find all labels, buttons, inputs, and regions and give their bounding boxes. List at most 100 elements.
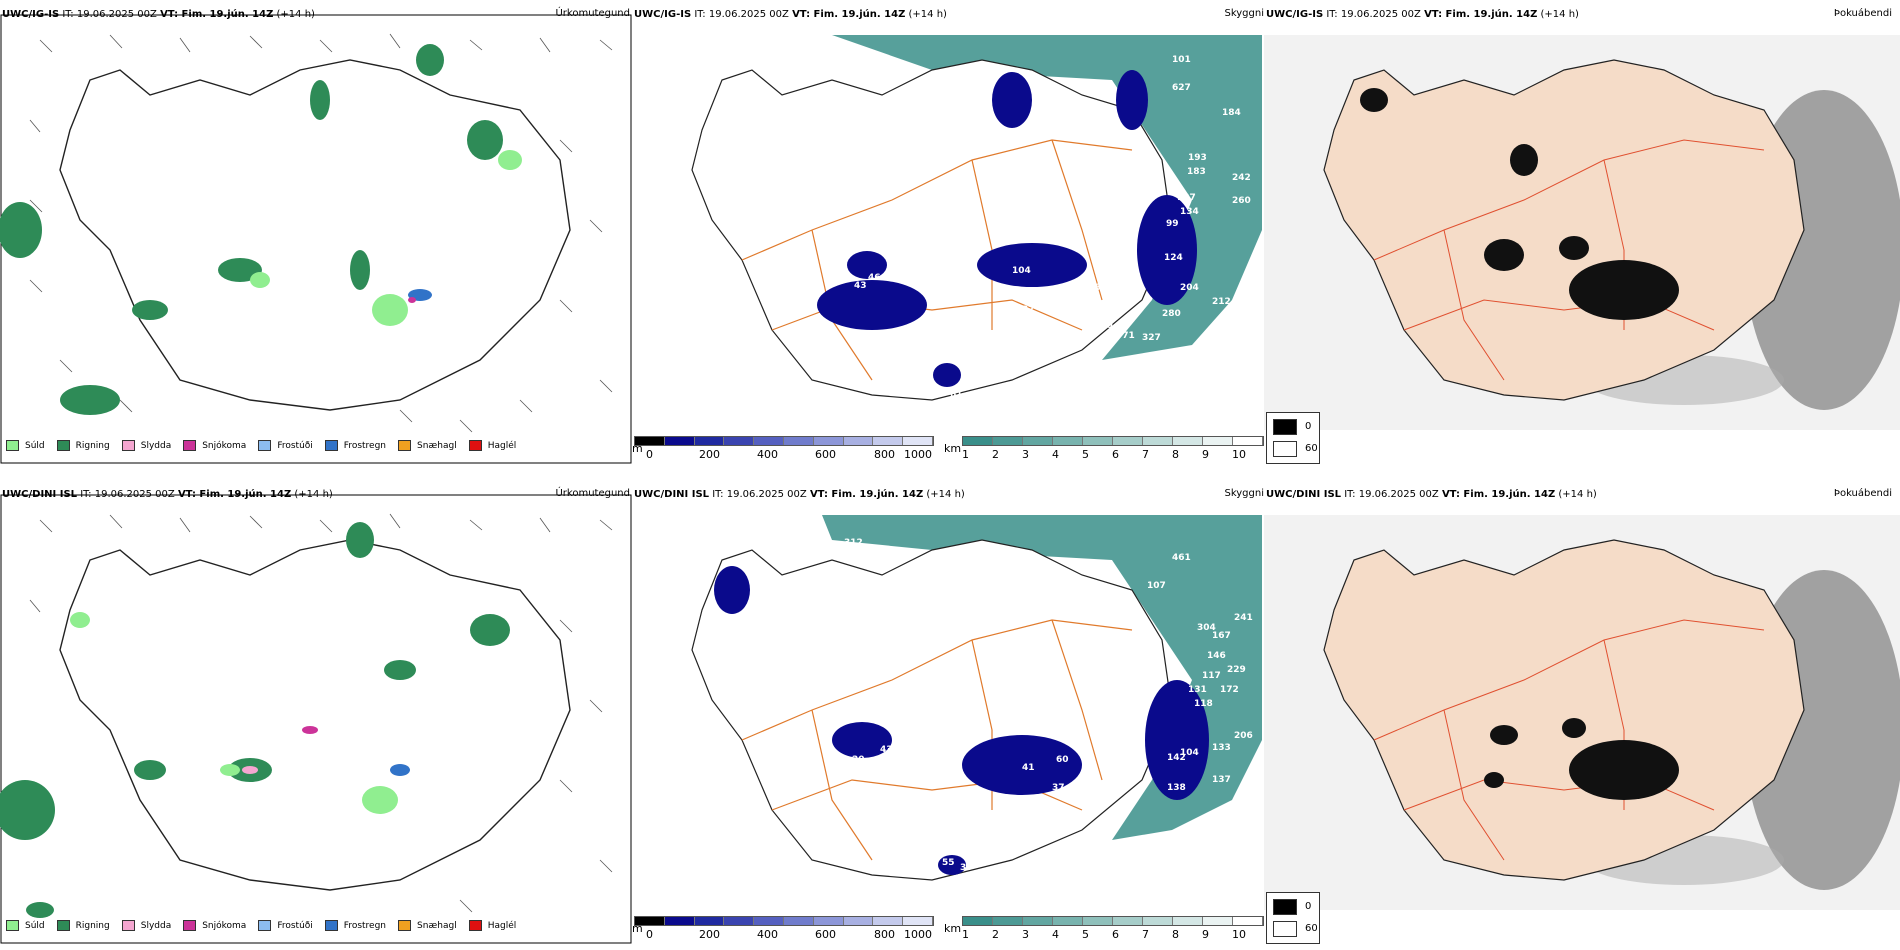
- cloud-header-row2: UWC/DINI ISL IT: 19.06.2025 00Z VT: Fim.…: [634, 489, 965, 500]
- precip-map-row1: [0, 14, 632, 464]
- visibility-unit-row1: km: [944, 442, 962, 455]
- fog-title-row2: Þokuábendi: [1833, 488, 1892, 499]
- cloud-base-colorbar-row1: 0 200 400 600 800 1000: [634, 436, 934, 461]
- svg-text:167: 167: [1212, 631, 1231, 641]
- svg-text:212: 212: [1212, 297, 1231, 307]
- svg-text:104: 104: [1012, 266, 1031, 276]
- cloud-panel-row2: 312 461 107 241 304 167 146 229 117 172 …: [632, 480, 1264, 950]
- fog-key-row2: 0 60: [1266, 892, 1320, 944]
- svg-text:133: 133: [1212, 743, 1231, 753]
- cloud-base-unit-row1: m: [632, 442, 643, 455]
- precip-header-row1: UWC/IG-IS IT: 19.06.2025 00Z VT: Fim. 19…: [2, 9, 315, 20]
- svg-text:42: 42: [1040, 299, 1053, 309]
- svg-text:125: 125: [944, 698, 963, 708]
- svg-text:59: 59: [1100, 745, 1113, 755]
- cloud-title-row1: Skyggni: [1224, 8, 1264, 19]
- svg-text:229: 229: [1227, 665, 1246, 675]
- cloud-title-row2: Skyggni: [1224, 488, 1264, 499]
- svg-text:127: 127: [1177, 193, 1196, 203]
- svg-text:206: 206: [1234, 731, 1253, 741]
- svg-text:83: 83: [1094, 266, 1107, 276]
- cloud-map-row2: 312 461 107 241 304 167 146 229 117 172 …: [632, 515, 1264, 910]
- svg-text:142: 142: [1167, 753, 1186, 763]
- precip-legend-row2: Súld Rigning Slydda Snjókoma Frostúði Fr…: [6, 920, 528, 931]
- svg-text:66: 66: [1088, 283, 1101, 293]
- svg-text:118: 118: [1194, 699, 1213, 709]
- svg-text:54: 54: [944, 251, 957, 261]
- rain-areas: [0, 44, 503, 415]
- fog-header-row2: UWC/DINI ISL IT: 19.06.2025 00Z VT: Fim.…: [1266, 489, 1597, 500]
- low-cloud-areas: [817, 70, 1197, 387]
- svg-text:46: 46: [868, 273, 881, 283]
- svg-text:60: 60: [1056, 755, 1069, 765]
- precip-map-row2: [0, 494, 632, 944]
- svg-text:134: 134: [1180, 207, 1199, 217]
- svg-text:971: 971: [1116, 331, 1135, 341]
- precip-legend-row1: Súld Rigning Slydda Snjókoma Frostúði Fr…: [6, 440, 528, 451]
- svg-text:137: 137: [1212, 775, 1231, 785]
- svg-text:627: 627: [1172, 83, 1191, 93]
- svg-text:107: 107: [1147, 581, 1166, 591]
- svg-text:312: 312: [844, 538, 863, 548]
- cloud-panel-row1: 101 627 184 193 183 242 260 127 134 99 1…: [632, 0, 1264, 470]
- svg-text:56: 56: [1077, 301, 1090, 311]
- fog-title-row1: Þokuábendi: [1833, 8, 1892, 19]
- svg-text:193: 193: [1188, 153, 1207, 163]
- cloud-base-unit-row2: m: [632, 922, 643, 935]
- svg-text:184: 184: [1222, 108, 1241, 118]
- cloud-map-row1: 101 627 184 193 183 242 260 127 134 99 1…: [632, 35, 1264, 430]
- svg-text:55: 55: [940, 344, 953, 354]
- svg-text:241: 241: [1234, 613, 1253, 623]
- svg-text:40: 40: [1046, 323, 1059, 333]
- fog-panel-row2: UWC/DINI ISL IT: 19.06.2025 00Z VT: Fim.…: [1264, 480, 1900, 950]
- fog-dark-areas: [1360, 88, 1679, 320]
- roads: [741, 619, 1133, 861]
- cloud-header-row1: UWC/IG-IS IT: 19.06.2025 00Z VT: Fim. 19…: [634, 9, 947, 20]
- fog-key-row1: 0 60: [1266, 412, 1320, 464]
- svg-text:41: 41: [1022, 763, 1035, 773]
- svg-text:327: 327: [1142, 333, 1161, 343]
- drizzle-areas: [70, 612, 398, 814]
- svg-text:183: 183: [1187, 167, 1206, 177]
- precip-panel-row1: UWC/IG-IS IT: 19.06.2025 00Z VT: Fim. 19…: [0, 0, 632, 470]
- svg-text:99: 99: [1166, 219, 1179, 229]
- low-cloud-areas: [714, 566, 1209, 875]
- fog-map-row1: [1264, 35, 1900, 430]
- svg-text:20: 20: [852, 755, 865, 765]
- svg-text:30: 30: [1120, 295, 1133, 305]
- visibility-unit-row2: km: [944, 922, 962, 935]
- svg-text:43: 43: [854, 281, 867, 291]
- precip-title-row1: Úrkomutegund: [555, 8, 630, 19]
- svg-text:48: 48: [1112, 731, 1125, 741]
- svg-text:204: 204: [1180, 283, 1199, 293]
- fog-map-row2: [1264, 515, 1900, 910]
- fog-panel-row1: UWC/IG-IS IT: 19.06.2025 00Z VT: Fim. 19…: [1264, 0, 1900, 470]
- svg-text:39: 39: [960, 863, 973, 873]
- precip-header-row2: UWC/DINI ISL IT: 19.06.2025 00Z VT: Fim.…: [2, 489, 333, 500]
- svg-text:61: 61: [950, 390, 963, 400]
- svg-text:72: 72: [932, 386, 945, 396]
- svg-text:131: 131: [1188, 685, 1207, 695]
- svg-text:146: 146: [1207, 651, 1226, 661]
- svg-text:400: 400: [1094, 321, 1113, 331]
- svg-text:101: 101: [1172, 55, 1191, 65]
- svg-text:37: 37: [1052, 783, 1065, 793]
- svg-text:138: 138: [1167, 783, 1186, 793]
- svg-text:104: 104: [1180, 748, 1199, 758]
- svg-text:43: 43: [880, 745, 893, 755]
- wind-barbs: [29, 513, 613, 913]
- fog-header-row1: UWC/IG-IS IT: 19.06.2025 00Z VT: Fim. 19…: [1266, 9, 1579, 20]
- precip-title-row2: Úrkomutegund: [555, 488, 630, 499]
- drizzle-areas: [250, 150, 522, 326]
- fog-dark-areas: [1484, 718, 1679, 800]
- wind-barbs: [29, 33, 613, 433]
- svg-text:260: 260: [1232, 196, 1251, 206]
- cloud-base-colorbar-row2: 0 200 400 600 800 1000: [634, 916, 934, 941]
- svg-text:55: 55: [942, 858, 955, 868]
- svg-text:304: 304: [1197, 623, 1216, 633]
- precip-panel-row2: UWC/DINI ISL IT: 19.06.2025 00Z VT: Fim.…: [0, 480, 632, 950]
- rain-areas: [0, 522, 510, 918]
- svg-text:37: 37: [1022, 305, 1035, 315]
